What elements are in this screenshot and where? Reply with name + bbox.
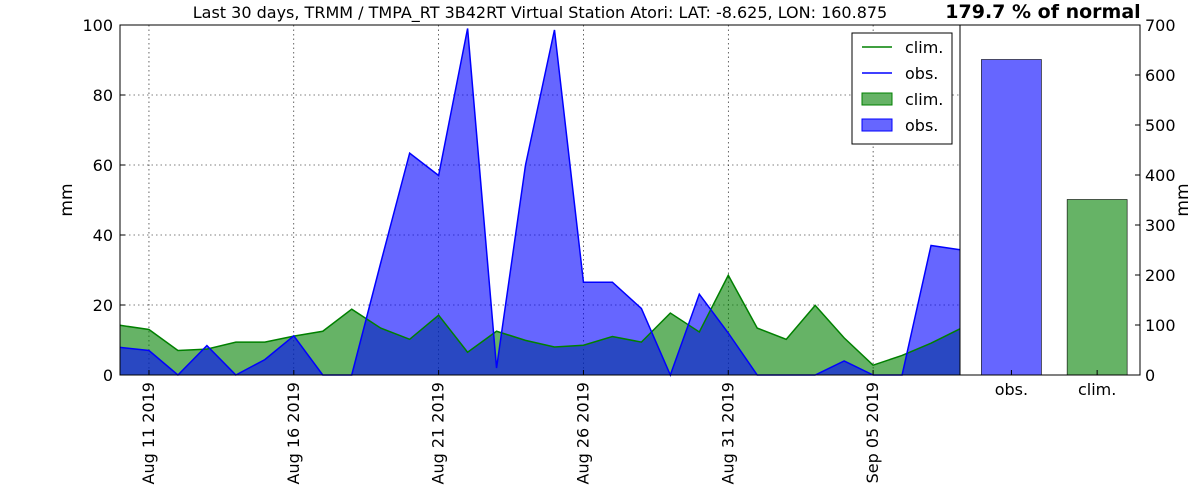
main-x-ticks: Aug 11 2019 Aug 16 2019 Aug 21 2019 Aug 26 … xyxy=(139,370,882,485)
totals-y-tick-label: 200 xyxy=(1145,266,1176,285)
totals-y-tick-label: 500 xyxy=(1145,116,1176,135)
main-y-ticks: 0 20 40 60 80 100 xyxy=(82,16,125,385)
chart-title: Last 30 days, TRMM / TMPA_RT 3B42RT Virt… xyxy=(193,3,887,23)
totals-x-tick-label: clim. xyxy=(1078,380,1116,399)
main-lines xyxy=(119,28,961,378)
totals-y-tick-label: 700 xyxy=(1145,16,1176,35)
y-tick-label: 20 xyxy=(93,296,113,315)
x-tick-label: Sep 05 2019 xyxy=(863,382,882,483)
totals-y-tick-label: 100 xyxy=(1145,316,1176,335)
legend: clim. obs. clim. obs. xyxy=(851,32,953,145)
totals-y-ticks: 0 100 200 300 400 500 600 700 xyxy=(1135,16,1176,385)
line-obs xyxy=(119,28,961,378)
totals-y-tick-label: 400 xyxy=(1145,166,1176,185)
totals-bars xyxy=(981,59,1128,376)
y-tick-label: 80 xyxy=(93,86,113,105)
legend-item-line: obs. xyxy=(862,64,938,83)
x-tick-label: Aug 16 2019 xyxy=(284,382,303,485)
totals-y-tick-label: 600 xyxy=(1145,66,1176,85)
total-bar-obs xyxy=(981,59,1042,376)
totals-plot-frame xyxy=(959,24,1141,376)
main-y-axis-label: mm xyxy=(57,183,77,216)
totals-bar-plot: 0 100 200 300 400 500 600 700 obs. clim. mm xyxy=(959,16,1193,399)
legend-item-patch: obs. xyxy=(861,116,938,135)
y-tick-label: 60 xyxy=(93,156,113,175)
x-tick-label: Aug 11 2019 xyxy=(139,382,158,485)
total-bar-clim xyxy=(1066,199,1128,376)
y-tick-label: 40 xyxy=(93,226,113,245)
legend-item-line: clim. xyxy=(862,38,943,57)
totals-y-tick-label: 300 xyxy=(1145,216,1176,235)
daily-rainfall-plot: 0 20 40 60 80 100 Aug 11 2019 Aug 16 2019 Aug 2… xyxy=(57,16,961,485)
legend-label: obs. xyxy=(905,116,938,135)
legend-patch-swatch xyxy=(861,118,893,132)
totals-x-tick-label: obs. xyxy=(995,380,1028,399)
y-tick-label: 100 xyxy=(82,16,113,35)
x-tick-label: Aug 26 2019 xyxy=(573,382,592,485)
x-tick-label: Aug 21 2019 xyxy=(429,382,448,485)
line-clim xyxy=(119,273,961,367)
area-clim xyxy=(120,275,960,375)
area-obs xyxy=(120,28,960,375)
totals-y-axis-label: mm xyxy=(1173,183,1193,216)
legend-label: clim. xyxy=(905,90,943,109)
percent-of-normal-label: 179.7 % of normal xyxy=(945,1,1140,23)
main-areas xyxy=(120,28,960,375)
legend-label: obs. xyxy=(905,64,938,83)
x-tick-label: Aug 31 2019 xyxy=(718,382,737,485)
totals-y-tick-label: 0 xyxy=(1145,366,1155,385)
totals-x-ticks: obs. clim. xyxy=(995,370,1116,399)
y-tick-label: 0 xyxy=(103,366,113,385)
legend-items: clim. obs. clim. obs. xyxy=(861,38,943,135)
legend-item-patch: clim. xyxy=(861,90,943,109)
legend-label: clim. xyxy=(905,38,943,57)
legend-patch-swatch xyxy=(861,92,893,106)
